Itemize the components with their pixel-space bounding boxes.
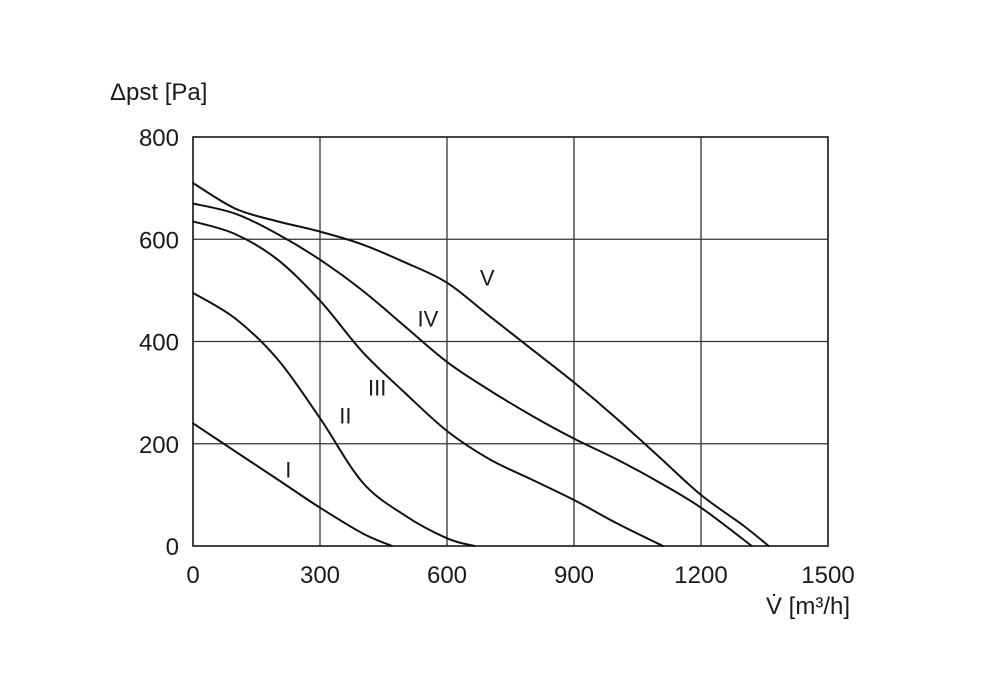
series-label-V: V	[480, 266, 495, 291]
series-label-III: III	[368, 376, 386, 401]
curve-III	[192, 220, 664, 547]
curve-V	[192, 182, 770, 547]
y-tick-label: 0	[166, 534, 179, 561]
y-tick-label: 400	[139, 330, 179, 357]
curves	[192, 182, 770, 547]
series-label-II: II	[339, 404, 351, 429]
x-axis-label: V̇ [m³/h]	[766, 592, 850, 620]
x-tick-label: 300	[300, 562, 340, 589]
y-tick-label: 200	[139, 432, 179, 459]
y-axis-label: Δpst [Pa]	[110, 79, 207, 106]
curve-I	[192, 422, 393, 547]
x-tick-label: 1500	[801, 562, 854, 589]
y-tick-labels: 0 200 400 600 800	[139, 125, 179, 561]
x-tick-label: 900	[554, 562, 594, 589]
curve-IV	[192, 202, 753, 547]
x-tick-labels: 0 300 600 900 1200 1500	[186, 562, 854, 589]
plot-frame	[192, 136, 829, 547]
series-label-I: I	[285, 457, 291, 482]
x-tick-label: 0	[186, 562, 199, 589]
curve-II	[192, 291, 476, 547]
x-tick-label: 1200	[674, 562, 727, 589]
grid	[192, 136, 829, 547]
series-label-IV: IV	[418, 306, 439, 331]
y-tick-label: 800	[139, 125, 179, 152]
y-tick-label: 600	[139, 227, 179, 254]
x-tick-label: 600	[427, 562, 467, 589]
